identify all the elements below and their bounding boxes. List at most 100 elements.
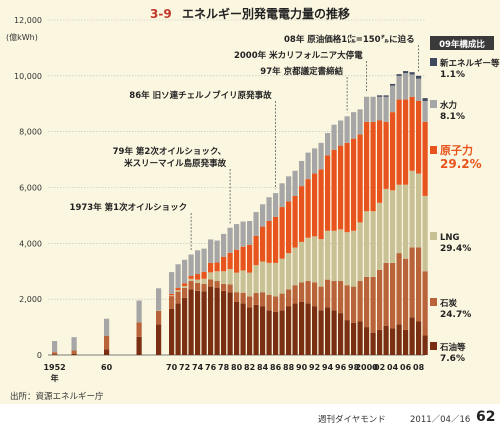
bar-segment-1982-0: [247, 307, 253, 355]
bar-segment-2003-4: [383, 96, 389, 122]
bar-segment-2004-4: [390, 85, 396, 113]
legend-name-0: 石油等: [439, 342, 466, 353]
bar-segment-1980-4: [234, 224, 240, 250]
legend-title: 09年構成比: [439, 39, 485, 50]
bar-segment-1985-0: [266, 310, 272, 355]
bar-segment-1985-3: [266, 221, 272, 263]
bar-segment-2009-2: [422, 195, 428, 272]
chart-title-number: 3-9: [150, 7, 172, 21]
legend-swatch-1: [430, 298, 437, 306]
bar-segment-1994-3: [325, 155, 331, 231]
bar-segment-1983-1: [253, 293, 259, 305]
x-tick-label: 72: [179, 363, 190, 372]
bar-segment-1978-4: [221, 233, 227, 257]
bar-segment-1980-3: [234, 249, 240, 273]
bar-segment-1984-4: [260, 204, 266, 227]
bar-segment-1998-1: [351, 286, 357, 323]
legend-share-0: 7.6%: [440, 354, 465, 364]
bar-segment-1968-4: [156, 288, 162, 311]
legend-name-2: LNG: [440, 233, 460, 243]
bar-segment-1998-3: [351, 138, 357, 231]
bar-segment-1998-4: [351, 112, 357, 139]
bar-segment-1987-1: [279, 293, 285, 311]
bar-segment-1978-1: [221, 283, 227, 291]
bar-segment-1995-2: [331, 230, 337, 282]
bar-segment-1974-3: [195, 274, 201, 280]
bar-segment-1991-1: [305, 281, 311, 304]
bar-segment-2009-3: [422, 121, 428, 196]
bar-segment-1968-0: [156, 324, 162, 355]
bar-segment-1997-4: [344, 116, 350, 143]
legend-swatch-0: [430, 342, 437, 350]
bar-segment-1996-0: [338, 313, 344, 355]
bar-segment-1976-2: [208, 272, 214, 280]
bar-segment-1993-2: [318, 239, 324, 287]
bar-segment-1979-0: [227, 292, 233, 355]
bar-segment-2006-3: [403, 99, 409, 185]
bar-segment-2007-5: [409, 72, 415, 75]
bar-segment-2004-2: [390, 190, 396, 263]
x-tick-label: 1952: [43, 363, 65, 372]
bar-segment-1990-3: [299, 186, 305, 242]
x-tick-label: 08: [413, 363, 425, 372]
bar-segment-1955-4: [71, 337, 77, 351]
bar-segment-1979-2: [227, 269, 233, 285]
bar-segment-1987-3: [279, 207, 285, 259]
bar-segment-1997-2: [344, 232, 350, 286]
bar-segment-1997-0: [344, 320, 350, 355]
bar-segment-2002-1: [377, 269, 383, 330]
bar-segment-1982-2: [247, 272, 253, 297]
bar-segment-1979-1: [227, 284, 233, 293]
bar-segment-2002-2: [377, 202, 383, 270]
bar-segment-1999-3: [357, 134, 363, 223]
bar-segment-2009-5: [422, 98, 428, 101]
bar-segment-2004-1: [390, 262, 396, 329]
bar-segment-1981-1: [240, 292, 246, 304]
bar-segment-1984-0: [260, 306, 266, 355]
bar-segment-1987-2: [279, 258, 285, 294]
bar-segment-2007-3: [409, 96, 415, 171]
y-tick-label: 12,000: [14, 16, 42, 25]
bar-segment-1985-1: [266, 294, 272, 311]
bar-segment-1984-3: [260, 226, 266, 262]
bar-segment-2008-2: [416, 173, 422, 248]
legend-share-4: 8.1%: [440, 112, 465, 122]
bar-segment-1973-0: [188, 289, 194, 355]
bar-segment-1991-3: [305, 179, 311, 238]
x-tick-label: 78: [218, 363, 230, 372]
annotation-text: 97年 京都議定書締結: [260, 66, 343, 77]
bar-segment-1981-3: [240, 246, 246, 271]
bar-segment-2005-5: [396, 74, 402, 76]
bar-segment-1983-3: [253, 235, 259, 266]
bar-segment-1992-4: [312, 148, 318, 174]
legend-swatch-5: [430, 58, 437, 66]
bar-segment-2003-2: [383, 188, 389, 263]
bar-segment-1984-1: [260, 292, 266, 307]
bar-segment-1977-4: [214, 240, 220, 263]
legend-swatch-3: [430, 146, 437, 154]
x-tick-label: 74: [192, 363, 204, 372]
x-tick-label: 90: [296, 363, 308, 372]
bar-segment-1992-3: [312, 173, 318, 237]
bar-segment-1974-4: [195, 250, 201, 275]
bar-segment-2005-2: [396, 184, 402, 254]
bar-segment-2007-2: [409, 170, 415, 248]
bar-segment-1979-4: [227, 227, 233, 253]
bar-segment-1998-0: [351, 322, 357, 355]
bar-segment-1988-0: [286, 306, 292, 355]
y-tick-label: 6,000: [19, 184, 42, 193]
y-tick-label: 10,000: [14, 72, 42, 81]
bar-segment-1981-2: [240, 270, 246, 293]
bar-segment-2000-1: [364, 276, 370, 328]
bar-segment-1965-0: [136, 336, 142, 355]
bar-segment-1960-1: [104, 336, 110, 350]
annotation-text: 86年 旧ソ連チェルノブイリ原発事故: [129, 90, 272, 101]
bar-segment-2005-1: [396, 253, 402, 325]
y-tick-label: 2,000: [19, 295, 42, 304]
bar-segment-1997-3: [344, 142, 350, 233]
bar-segment-2007-4: [409, 74, 415, 97]
bar-segment-1973-3: [188, 275, 194, 279]
bar-segment-1970-0: [169, 308, 175, 355]
bar-segment-1986-3: [273, 216, 279, 263]
bar-segment-1978-2: [221, 271, 227, 284]
